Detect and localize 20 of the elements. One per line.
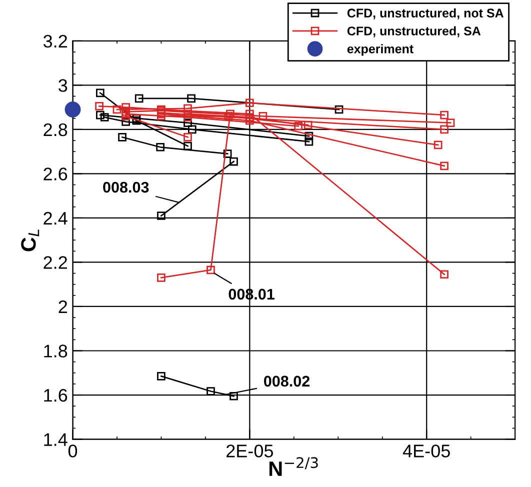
y-tick-label: 2	[58, 300, 67, 314]
legend-label: experiment	[347, 44, 414, 56]
x-tick-label: 4E-05	[402, 444, 450, 458]
y-tick-label: 3.2	[43, 34, 67, 48]
x-tick-label: 2E-05	[226, 444, 274, 458]
y-axis-title: C$_{L}$	[21, 230, 40, 252]
y-tick-label: 3	[58, 79, 68, 92]
legend-label: CFD, unstructured, SA	[347, 26, 481, 38]
y-tick-label: 1.8	[44, 344, 68, 358]
y-tick-label: 2.2	[44, 256, 67, 269]
annotation: 008.02	[264, 376, 310, 387]
y-tick-label: 2.6	[44, 168, 68, 180]
x-axis-title: N$^{−2/3}$	[269, 457, 318, 476]
y-tick-label: 2.4	[44, 212, 68, 224]
y-tick-label: 2.8	[44, 123, 68, 136]
legend-label: CFD, unstructured, not SA	[347, 8, 504, 20]
y-tick-label: 1.6	[44, 388, 68, 402]
y-tick-label: 1.4	[44, 433, 68, 446]
annotation: 008.03	[103, 182, 149, 193]
x-tick-label: 0	[68, 444, 78, 458]
